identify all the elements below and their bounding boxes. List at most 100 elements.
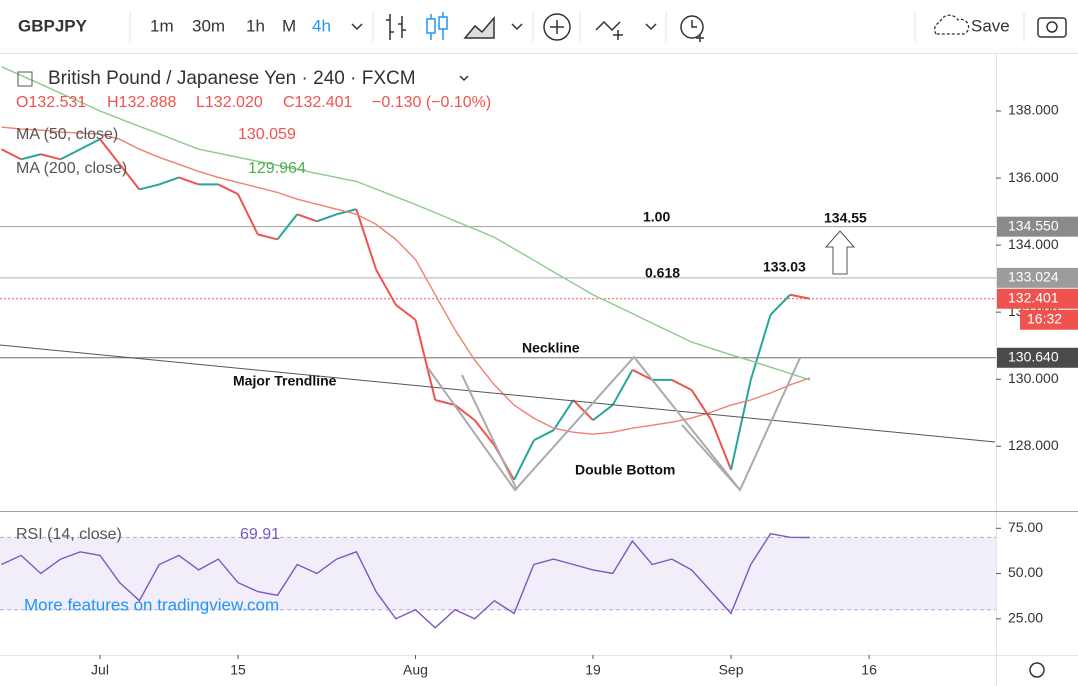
rsi-legend: RSI (14, close)	[16, 526, 122, 543]
ohlc-close: C132.401	[283, 94, 352, 111]
chart-title: British Pound / Japanese Yen · 240 · FXC…	[48, 68, 416, 89]
price-segment	[513, 439, 535, 481]
trendline-label: Major Trendline	[233, 373, 337, 389]
dropdown-icon[interactable]	[351, 23, 363, 31]
dropdown-icon[interactable]	[459, 75, 469, 82]
double-bottom-pattern	[681, 424, 741, 491]
add-icon-cross	[550, 20, 564, 34]
save-icon[interactable]	[934, 14, 970, 35]
level-label: 130.640	[1008, 348, 1059, 364]
countdown-box	[1020, 309, 1078, 330]
x-tick-label: 15	[230, 662, 246, 678]
series-line	[1, 66, 811, 381]
y-tick-label: 128.000	[1008, 437, 1059, 453]
interval[interactable]: M	[282, 16, 296, 35]
symbol[interactable]: GBPJPY	[18, 16, 88, 35]
series-line	[1, 532, 810, 629]
price-segment	[237, 193, 259, 235]
save-button[interactable]: Save	[971, 16, 1010, 35]
price-segment	[316, 213, 337, 223]
fib-label: 1.00	[643, 209, 670, 225]
price-segment	[552, 399, 575, 431]
level-label-box	[997, 288, 1078, 309]
interval[interactable]: 1m	[150, 16, 174, 35]
collapse-icon[interactable]	[17, 71, 33, 87]
dropdown-icon[interactable]	[511, 23, 523, 31]
price-segment	[395, 304, 417, 321]
price-segment	[671, 379, 693, 391]
y-tick-label: 138.000	[1008, 102, 1059, 118]
level-label: 134.550	[1008, 217, 1059, 233]
snapshot-lens	[1046, 21, 1058, 33]
ma50-legend: MA (50, close)	[16, 126, 118, 143]
snapshot-icon[interactable]	[1037, 17, 1067, 38]
dropdown-icon[interactable]	[645, 23, 657, 31]
interval[interactable]: 1h	[246, 16, 265, 35]
price-segment	[60, 148, 81, 161]
price-segment	[139, 183, 160, 191]
price-segment	[158, 176, 180, 186]
alert-icon[interactable]	[680, 15, 704, 39]
area-style-icon[interactable]	[463, 15, 495, 39]
rsi-band	[0, 537, 996, 610]
interval-active[interactable]: 4h	[312, 16, 331, 35]
target-label: 134.55	[824, 210, 867, 226]
price-segment	[355, 208, 378, 270]
level-label: 132.401	[1008, 289, 1059, 305]
ma200-legend: MA (200, close)	[16, 160, 127, 177]
x-tick-label: Sep	[719, 662, 744, 678]
chart-layers: 128.000130.000132.000134.000136.000138.0…	[0, 66, 1078, 678]
bar-style-icon[interactable]	[386, 14, 406, 40]
y-tick-label: 75.00	[1008, 519, 1043, 535]
settings-icon[interactable]	[1029, 662, 1045, 678]
ohlc-low: L132.020	[196, 94, 263, 111]
major-trendline	[0, 344, 996, 443]
level-label-box	[997, 216, 1078, 237]
price-segment	[611, 369, 634, 406]
price-segment	[473, 419, 496, 446]
price-segment	[592, 404, 614, 421]
pattern-label: Double Bottom	[575, 462, 675, 478]
y-tick-label: 134.000	[1008, 236, 1059, 252]
level-label-box	[997, 347, 1078, 368]
countdown: 16:32	[1027, 310, 1062, 326]
x-tick-label: 16	[861, 662, 877, 678]
price-segment	[178, 176, 199, 186]
price-segment	[217, 183, 239, 196]
y-tick-label: 136.000	[1008, 169, 1059, 185]
price-segment	[0, 148, 22, 161]
price-segment	[690, 389, 713, 421]
candle-icon	[426, 18, 436, 34]
series-line	[1, 126, 811, 435]
price-segment	[533, 429, 555, 442]
y-tick-label: 25.00	[1008, 610, 1043, 626]
price-segment	[40, 153, 61, 161]
price-segment	[296, 213, 318, 223]
price-segment	[710, 419, 732, 471]
add-icon[interactable]	[543, 13, 571, 41]
indicator-icon[interactable]	[595, 20, 623, 40]
price-segment	[20, 153, 42, 161]
price-segment	[118, 163, 141, 191]
price-segment	[414, 319, 437, 401]
toolbar	[0, 0, 1078, 53]
fib-label: 0.618	[645, 265, 680, 281]
price-segment	[631, 368, 653, 381]
level-label: 133.024	[1008, 269, 1059, 285]
price-segment	[276, 213, 298, 241]
ohlc-high: H132.888	[107, 94, 176, 111]
price-segment	[257, 233, 278, 241]
x-tick-label: 19	[585, 662, 601, 678]
interval[interactable]: 30m	[192, 16, 225, 35]
ohlc-open: O132.531	[16, 94, 86, 111]
x-tick-label: Aug	[403, 662, 428, 678]
price-segment	[454, 404, 476, 421]
double-bottom-pattern	[427, 355, 801, 492]
neckline-label: Neckline	[522, 340, 580, 356]
alert-icon-hands	[691, 20, 704, 42]
watermark[interactable]: More features on tradingview.com	[24, 595, 279, 614]
level-label-box	[997, 267, 1078, 288]
ma200-value: 129.964	[248, 160, 306, 177]
y-tick-label: 50.00	[1008, 564, 1043, 580]
price-segment	[375, 269, 397, 306]
